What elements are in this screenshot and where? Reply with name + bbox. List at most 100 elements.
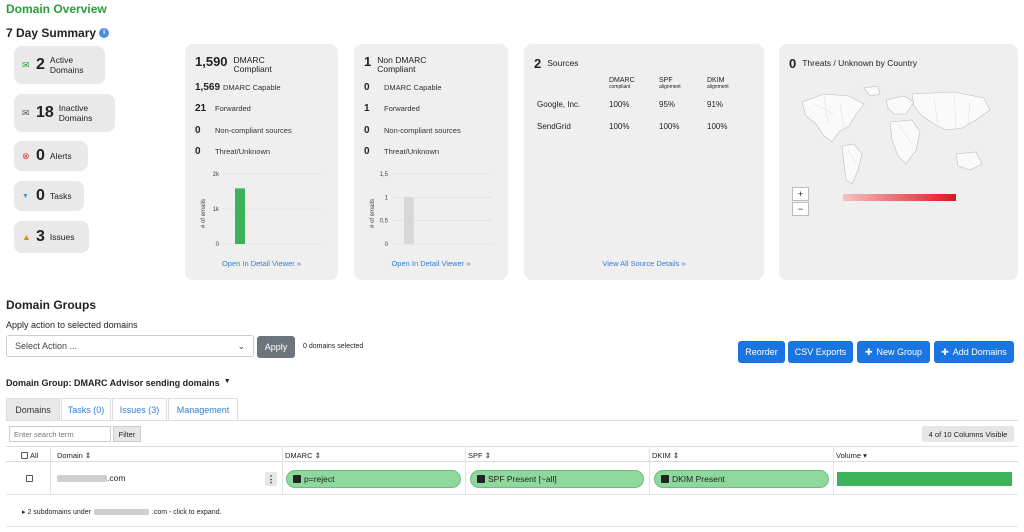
csv-exports-button[interactable]: CSV Exports [788, 341, 853, 363]
stat-row-label: Non-compliant sources [215, 126, 292, 135]
col-name: DKIM [707, 77, 725, 84]
select-all-checkbox[interactable]: All [21, 451, 38, 460]
apply-button[interactable]: Apply [257, 336, 295, 358]
stat-row: 0 DMARC Capable [364, 82, 442, 93]
volume-bar [837, 472, 1012, 486]
stat-row: 0 Non-compliant sources [364, 125, 461, 136]
stat-value: 3 [36, 228, 45, 245]
open-detail-viewer-link[interactable]: Open In Detail Viewer » [221, 259, 302, 268]
col-name: SPF [659, 77, 673, 84]
tab-management[interactable]: Management [168, 398, 238, 420]
dmarc-chart: 2k 1k 0 [213, 172, 323, 248]
select-action-dropdown[interactable]: Select Action ... ⌄ [6, 335, 254, 357]
dkim-column-header[interactable]: DKIM ⇕ [652, 451, 680, 460]
caret-down-icon: ▼ [223, 378, 231, 385]
columns-visible-button[interactable]: 4 of 10 Columns Visible [922, 426, 1014, 442]
row-menu-icon[interactable]: ⋮ [265, 472, 277, 486]
apply-action-label: Apply action to selected domains [6, 320, 138, 330]
stat-row-value: 0 [364, 146, 370, 157]
stat-row-value: 0 [364, 125, 370, 136]
y-tick-label: 0 [216, 242, 220, 248]
bar [404, 197, 414, 244]
domain-column-header[interactable]: Domain ⇕ [57, 451, 92, 460]
check-icon [293, 475, 301, 483]
select-action-value: Select Action ... [15, 341, 78, 351]
filter-button[interactable]: Filter [113, 426, 141, 442]
stat-tasks[interactable]: ▼ 0 Tasks [14, 181, 84, 211]
card-header: 0 Threats / Unknown by Country [789, 56, 917, 71]
stat-issues[interactable]: ▲ 3 Issues [14, 221, 89, 253]
spf-column-header[interactable]: SPF ⇕ [468, 451, 491, 460]
subdomain-prefix: ▸ 2 subdomains under [22, 509, 91, 516]
tab-domains[interactable]: Domains [6, 398, 60, 420]
stat-row-label: DMARC Capable [223, 83, 281, 92]
subdomain-expand-row[interactable]: ▸ 2 subdomains under .com - click to exp… [22, 508, 222, 517]
card-count: 0 [789, 56, 797, 71]
select-all-label: All [30, 451, 39, 460]
group-selector[interactable]: Domain Group: DMARC Advisor sending doma… [6, 378, 231, 388]
stat-row-value: 21 [195, 103, 207, 114]
source-value: 100% [609, 100, 630, 109]
domain-groups-title: Domain Groups [6, 298, 97, 312]
stat-row-label: Non-compliant sources [384, 126, 461, 135]
view-source-details-link[interactable]: View All Source Details » [602, 259, 686, 268]
dkim-status: DKIM Present [672, 474, 725, 484]
volume-column-header[interactable]: Volume ▾ [836, 451, 867, 460]
stat-row: 0 Non-compliant sources [195, 125, 292, 136]
stat-active-domains[interactable]: ✉ 2 Active Domains [14, 46, 105, 84]
stat-alerts[interactable]: ⊗ 0 Alerts [14, 141, 88, 171]
row-divider [6, 494, 1018, 495]
source-value: 95% [659, 100, 676, 109]
summary-title-text: 7 Day Summary [6, 26, 97, 40]
col-divider [649, 446, 650, 494]
y-tick-label: 0 [385, 242, 389, 248]
stat-row-label: Threat/Unknown [384, 147, 440, 156]
chevron-down-icon: ⌄ [237, 340, 245, 351]
stat-row: 0 Threat/Unknown [195, 146, 270, 157]
check-icon [477, 475, 485, 483]
summary-title: 7 Day Summary i [6, 26, 110, 40]
open-detail-viewer-link[interactable]: Open In Detail Viewer » [391, 259, 471, 268]
reorder-button[interactable]: Reorder [738, 341, 785, 363]
y-tick-label: 2k [213, 172, 220, 178]
stat-row: 1 Forwarded [364, 103, 420, 114]
spf-status-pill[interactable]: SPF Present [~all] [470, 470, 644, 488]
search-input[interactable] [9, 426, 111, 442]
card-count: 1 [364, 54, 372, 69]
zoom-in-button[interactable]: + [792, 187, 809, 201]
source-name[interactable]: Google, Inc. [537, 100, 581, 109]
dkim-status-pill[interactable]: DKIM Present [654, 470, 829, 488]
stat-row-value: 0 [195, 125, 201, 136]
world-map[interactable] [794, 84, 999, 194]
source-value: 100% [609, 122, 630, 131]
info-icon[interactable]: i [99, 28, 110, 38]
threats-card: 0 Threats / Unknown by Country + − [779, 44, 1018, 280]
domain-cell[interactable]: .com [57, 473, 125, 483]
source-name[interactable]: SendGrid [537, 122, 571, 131]
tab-divider [6, 420, 1018, 421]
stat-row-value: 0 [364, 82, 370, 93]
stat-row-label: Threat/Unknown [215, 147, 271, 156]
col-name: DMARC [609, 77, 635, 84]
row-divider [6, 526, 1018, 527]
card-count: 1,590 [195, 54, 228, 69]
bar [235, 188, 245, 244]
pin-icon: ▼ [22, 192, 29, 200]
dmarc-status-pill[interactable]: p=reject [286, 470, 461, 488]
stat-row-label: Forwarded [215, 104, 251, 113]
stat-inactive-domains[interactable]: ✉ 18 Inactive Domains [14, 94, 115, 132]
checkbox-icon [21, 452, 28, 459]
row-checkbox[interactable] [26, 475, 33, 482]
card-heading: Non DMARC Compliant [377, 55, 427, 74]
redacted-domain [57, 474, 107, 482]
add-domains-button[interactable]: ✚ Add Domains [934, 341, 1014, 363]
tab-tasks[interactable]: Tasks (0) [61, 398, 111, 420]
dmarc-column-header[interactable]: DMARC ⇕ [285, 451, 321, 460]
zoom-out-button[interactable]: − [792, 202, 809, 216]
card-header: 2 Sources [534, 56, 578, 71]
stat-row-value: 1 [364, 103, 370, 114]
new-group-button[interactable]: ✚ New Group [857, 341, 930, 363]
tab-issues[interactable]: Issues (3) [112, 398, 167, 420]
envelope-open-icon: ✉ [22, 59, 30, 70]
y-tick-label: 0,5 [380, 219, 389, 225]
